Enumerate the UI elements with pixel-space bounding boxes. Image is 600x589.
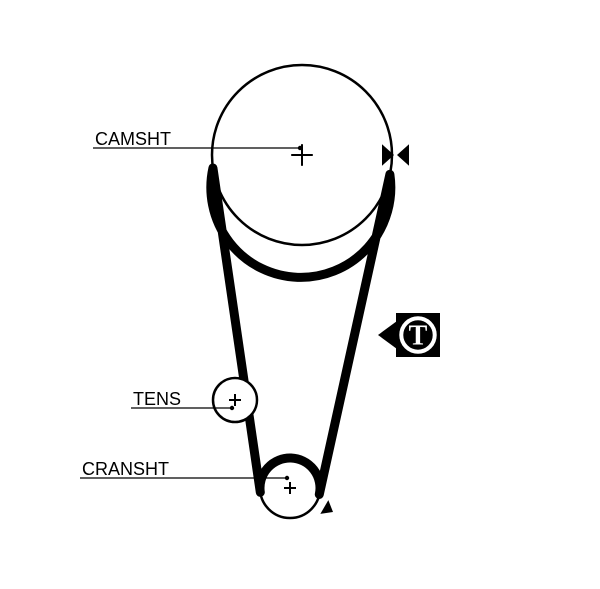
camshaft-label: CAMSHT — [95, 129, 171, 149]
tension-direction-badge: T — [378, 313, 440, 357]
timing-belt-diagram: CAMSHT TENS CRANSHT T — [0, 0, 600, 589]
t-badge-text: T — [409, 321, 428, 352]
tensioner-label: TENS — [133, 389, 181, 409]
crankshaft-label: CRANSHT — [82, 459, 169, 479]
crankshaft-timing-mark — [320, 500, 337, 519]
